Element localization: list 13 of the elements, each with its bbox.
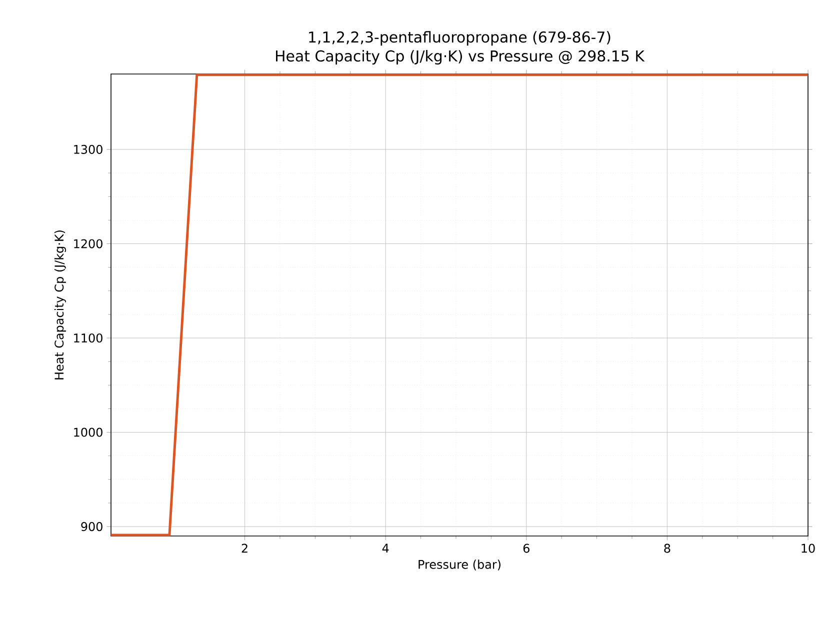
x-tick-label: 8 bbox=[664, 544, 670, 553]
y-tick-label: 1100 bbox=[74, 333, 102, 343]
y-axis-title: Heat Capacity Cp (J/kg·K) bbox=[54, 230, 66, 380]
x-tick-label: 4 bbox=[382, 544, 389, 552]
x-axis-title: Pressure (bar) bbox=[418, 560, 500, 570]
y-tick-label: 900 bbox=[81, 522, 102, 532]
x-tick-label: 6 bbox=[523, 544, 530, 553]
y-tick-label: 1300 bbox=[74, 144, 102, 154]
y-tick-label: 1000 bbox=[74, 428, 102, 437]
x-tick-label: 2 bbox=[242, 544, 248, 553]
chart-title: 1,1,2,2,3-pentafluoropropane (679-86-7) Heat Capacity Cp (J/kg·K) vs Pressure @ 298.15 K bbox=[276, 31, 645, 64]
x-tick-label: 10 bbox=[802, 544, 815, 553]
y-tick-label: 1200 bbox=[74, 239, 102, 248]
